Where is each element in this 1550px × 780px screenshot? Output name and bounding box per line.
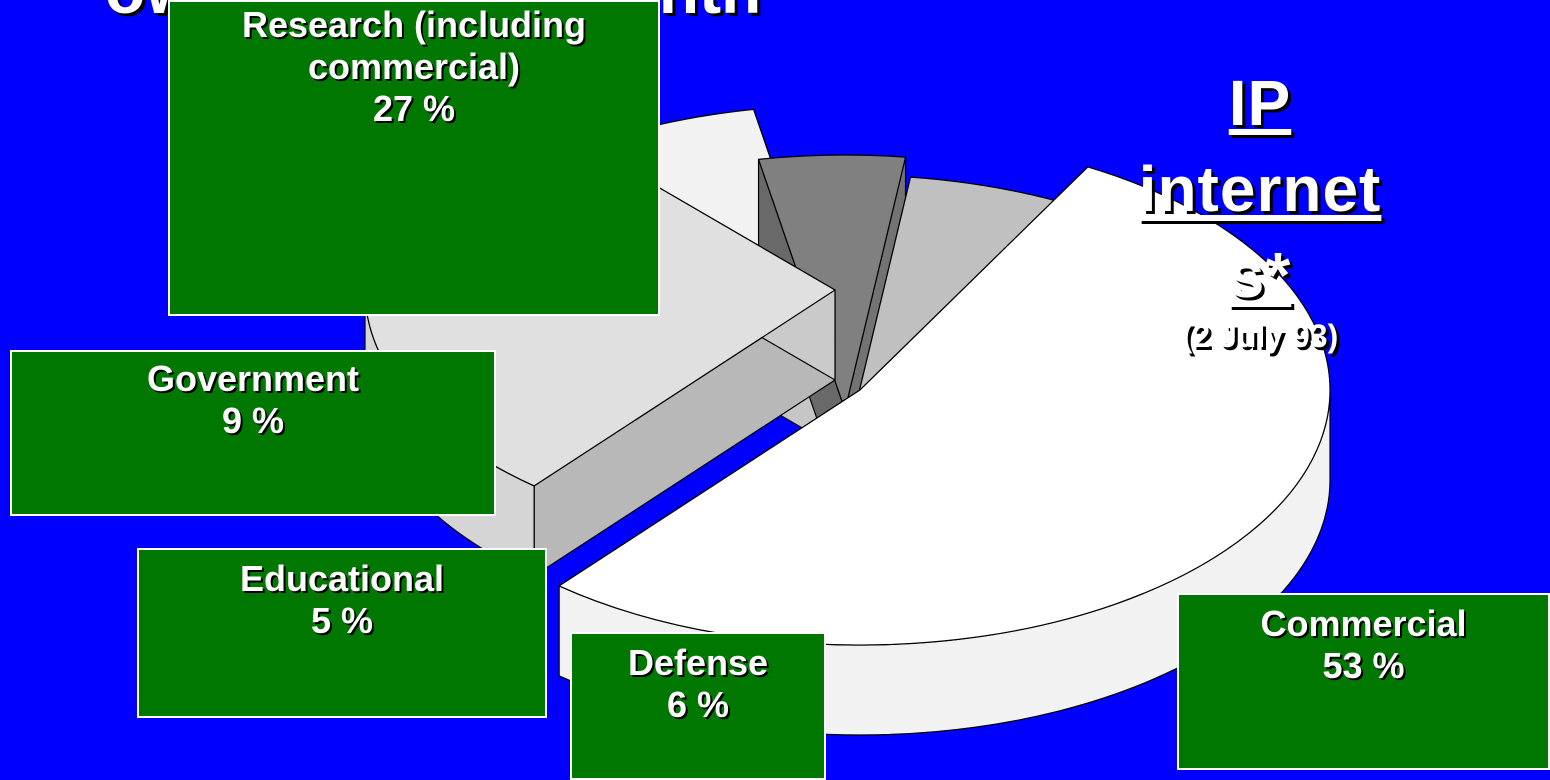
- caption-date: (2 July 93): [1181, 318, 1339, 354]
- label-defense-name: Defense: [627, 642, 769, 683]
- label-commercial: Commercial 53 %: [1177, 593, 1550, 770]
- label-research: Research (including commercial) 27 %: [168, 0, 660, 316]
- label-educational-value: 5 %: [310, 600, 374, 641]
- label-educational: Educational 5 %: [137, 548, 547, 718]
- label-government-value: 9 %: [221, 400, 285, 441]
- pie-slice-educational-top: [757, 154, 907, 411]
- label-educational-name: Educational: [239, 558, 445, 599]
- label-government-name: Government: [146, 358, 360, 399]
- label-commercial-value: 53 %: [1322, 645, 1405, 686]
- label-commercial-name: Commercial: [1260, 603, 1467, 644]
- caption-line-1: IP: [1228, 67, 1292, 139]
- label-research-value: 27 %: [372, 88, 456, 129]
- label-government: Government 9 %: [10, 350, 496, 516]
- label-research-name: Research (including commercial): [241, 4, 587, 87]
- label-defense: Defense 6 %: [570, 632, 826, 780]
- chart-caption: IP internet s* (2 July 93): [1110, 60, 1410, 356]
- label-defense-value: 6 %: [666, 684, 730, 725]
- caption-line-2: internet: [1138, 153, 1382, 225]
- caption-line-3: s*: [1228, 239, 1292, 311]
